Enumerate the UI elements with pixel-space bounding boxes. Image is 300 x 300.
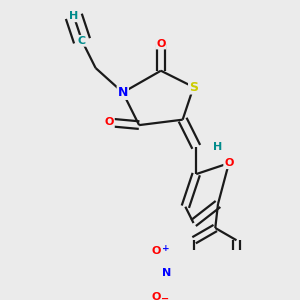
- Text: C: C: [78, 36, 86, 46]
- Text: N: N: [118, 86, 128, 99]
- Text: O: O: [224, 158, 234, 168]
- Text: −: −: [161, 294, 169, 300]
- Text: O: O: [104, 117, 114, 128]
- Text: O: O: [151, 246, 161, 256]
- Text: H: H: [69, 11, 79, 21]
- Text: +: +: [162, 244, 169, 253]
- Text: H: H: [213, 142, 223, 152]
- Text: S: S: [189, 80, 198, 94]
- Text: O: O: [151, 292, 161, 300]
- Text: N: N: [162, 268, 172, 278]
- Text: O: O: [156, 38, 166, 49]
